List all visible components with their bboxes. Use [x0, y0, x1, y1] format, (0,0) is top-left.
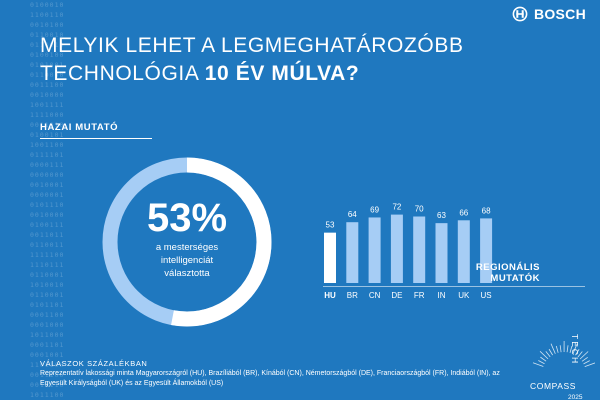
bar-br — [346, 222, 359, 283]
bar-value-label: 63 — [437, 211, 446, 220]
bar-category-label: IN — [438, 291, 446, 300]
bar-fr — [413, 216, 426, 283]
bar-value-label: 53 — [326, 221, 335, 230]
headline-line-2-emphasis: 10 ÉV MÚLVA? — [204, 62, 360, 85]
bar-value-label: 66 — [459, 208, 468, 217]
bar-category-label: UK — [458, 291, 470, 300]
bar-value-label: 69 — [370, 205, 379, 214]
bar-cn — [368, 217, 381, 283]
bar-category-label: US — [481, 291, 492, 300]
bar-value-label: 68 — [482, 206, 491, 215]
bar-category-label: CN — [369, 291, 381, 300]
bar-category-label: DE — [391, 291, 402, 300]
bar-de — [390, 214, 403, 283]
donut-percent-value: 53% — [146, 196, 228, 240]
bar-us — [480, 218, 493, 283]
tech-compass-logo-line-2: COMPASS — [530, 381, 576, 391]
brand-name: BOSCH — [533, 6, 586, 22]
bar-hu — [324, 232, 336, 283]
footer-title: VÁLASZOK SZÁZALÉKBAN — [40, 359, 148, 368]
binary-pattern-decoration: 0100010 1100110 0010100 0110010 0110010 … — [30, 1, 65, 399]
bar-category-label: BR — [347, 291, 358, 300]
headline: MELYIK LEHET A LEGMEGHATÁROZÓBB TECHNOLÓ… — [40, 32, 464, 88]
headline-line-1: MELYIK LEHET A LEGMEGHATÁROZÓBB — [40, 34, 464, 57]
bar-value-label: 72 — [392, 203, 401, 212]
bar-category-label: FR — [414, 291, 425, 300]
footer-description: Reprezentatív lakossági minta Magyarorsz… — [40, 370, 500, 387]
brand-logo[interactable]: BOSCH — [512, 6, 586, 22]
regional-label-line-1: REGIONÁLIS — [475, 262, 540, 273]
bosch-armature-icon — [512, 6, 528, 22]
home-indicator-label: HAZAI MUTATÓ — [40, 122, 119, 133]
bar-category-label: HU — [324, 291, 336, 300]
home-indicator-divider — [40, 138, 152, 139]
bar-in — [435, 223, 448, 283]
donut-ai-slice — [102, 157, 272, 327]
bar-uk — [457, 220, 470, 283]
tech-compass-logo-line-3: 2025 — [568, 394, 583, 400]
regional-indicator-label: REGIONÁLIS MUTATÓK — [476, 262, 540, 284]
donut-chart — [102, 157, 272, 327]
headline-line-2-text: TECHNOLÓGIA — [40, 62, 205, 85]
bar-value-label: 70 — [415, 205, 424, 214]
donut-caption: a mesterséges intelligenciát választotta — [155, 242, 219, 279]
tech-compass-logo: TECH COMPASS 2025 — [530, 334, 595, 400]
tech-compass-logo-line-1: TECH — [570, 334, 580, 365]
regional-label-line-2: MUTATÓK — [490, 273, 540, 284]
compass-ticks-decoration — [532, 340, 595, 367]
bar-value-label: 64 — [348, 210, 357, 219]
headline-line-2: TECHNOLÓGIA 10 ÉV MÚLVA? — [40, 60, 464, 88]
regional-divider — [323, 286, 585, 287]
regional-bar-chart: 53 HU 64 BR 69 CN 72 DE 70 FR 63 IN 66 UK 68 US — [324, 203, 493, 300]
